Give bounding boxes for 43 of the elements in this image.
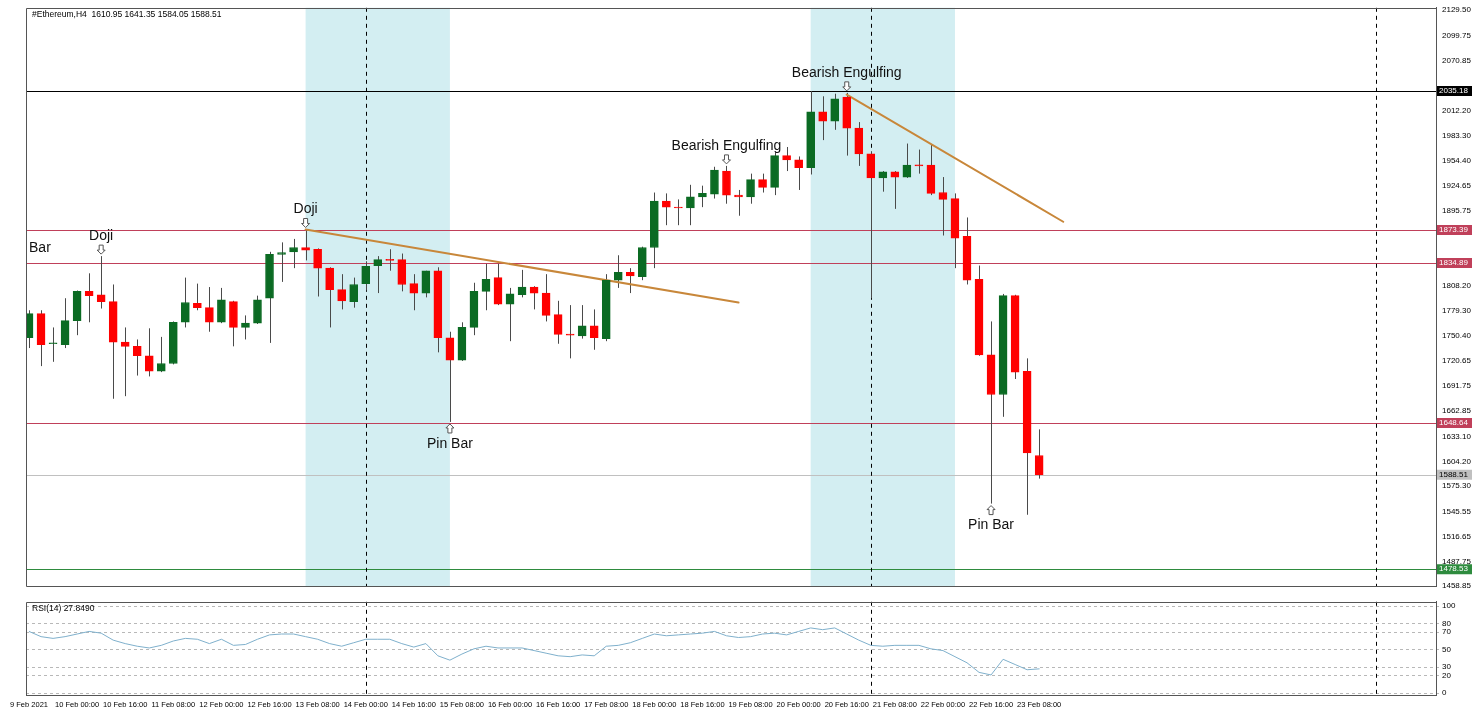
- chart-title: RSI(14) 27.8490: [32, 603, 95, 614]
- y-tick-label: 2012.20: [1442, 105, 1472, 115]
- y-tick-label: 1720.65: [1442, 356, 1472, 366]
- ref-line-label: 1588.51: [1439, 469, 1469, 479]
- ref-line-label: 1873.39: [1439, 225, 1469, 235]
- y-tick-label: 70: [1442, 627, 1452, 637]
- y-tick-label: 2070.85: [1442, 55, 1472, 65]
- chart-title: #Ethereum,H4 1610.95 1641.35 1584.05 1588.51: [32, 9, 222, 20]
- ref-line-label: 2035.18: [1439, 86, 1469, 96]
- y-tick-label: 1983.30: [1442, 130, 1472, 140]
- y-tick-label: 20: [1442, 671, 1452, 681]
- y-tick-label: 1458.85: [1442, 581, 1472, 591]
- annotation: Bearish Engulfing: [791, 63, 902, 80]
- y-tick-label: 1691.75: [1442, 381, 1472, 391]
- y-tick-label: 100: [1442, 601, 1456, 611]
- y-tick-label: 0: [1442, 688, 1447, 698]
- y-tick-label: 1924.65: [1442, 181, 1472, 191]
- y-tick-label: 1487.75: [1442, 556, 1472, 566]
- y-tick-label: 1750.40: [1442, 330, 1472, 340]
- ref-line-label: 1648.64: [1439, 418, 1469, 428]
- annotation: Doji: [89, 226, 114, 243]
- y-tick-label: 30: [1442, 662, 1452, 672]
- y-tick-label: 1954.40: [1442, 155, 1472, 165]
- annotation: Bar: [28, 238, 52, 255]
- y-tick-label: 1604.20: [1442, 456, 1472, 466]
- annotation: Bearish Engulfing: [671, 136, 782, 153]
- y-tick-label: 1633.10: [1442, 431, 1472, 441]
- ref-line-label: 1478.53: [1439, 564, 1469, 574]
- annotation: Doji: [293, 200, 318, 217]
- y-tick-label: 1808.20: [1442, 281, 1472, 291]
- y-tick-label: 2099.75: [1442, 30, 1472, 40]
- annotation: Pin Bar: [968, 516, 1015, 533]
- y-tick-label: 50: [1442, 644, 1452, 654]
- y-tick-label: 1895.75: [1442, 206, 1472, 215]
- y-tick-label: 80: [1442, 618, 1452, 628]
- ref-line-label: 1834.89: [1439, 258, 1469, 268]
- y-tick-label: 2129.50: [1442, 5, 1472, 15]
- y-tick-label: 1545.55: [1442, 506, 1472, 516]
- y-tick-label: 1779.30: [1442, 306, 1472, 316]
- y-tick-label: 1662.85: [1442, 406, 1472, 416]
- annotation: Pin Bar: [426, 434, 474, 451]
- y-tick-label: 1575.30: [1442, 481, 1472, 491]
- y-tick-label: 1516.65: [1442, 531, 1472, 541]
